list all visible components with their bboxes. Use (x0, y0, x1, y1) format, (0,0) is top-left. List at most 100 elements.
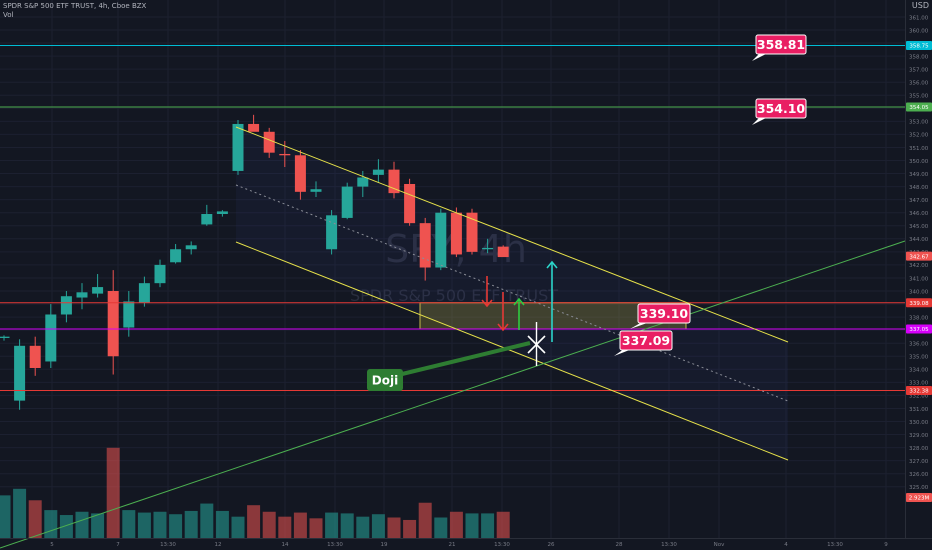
candle-body (92, 287, 104, 294)
candle-body (326, 215, 338, 250)
callout-box (619, 330, 673, 351)
y-tick-label: 333.00 (909, 381, 929, 387)
volume-bar (91, 513, 105, 538)
level-tag (906, 324, 932, 334)
candle-body (435, 212, 447, 268)
candle-body (0, 336, 10, 338)
volume-bar (13, 488, 27, 538)
volume-bar (59, 515, 73, 538)
x-tick-label: 13:30 (327, 542, 343, 548)
y-tick-label: 352.00 (909, 133, 929, 139)
candle-body (14, 345, 26, 401)
doji-label: Doji (372, 374, 398, 388)
volume-bar (184, 510, 198, 538)
price-axis[interactable]: 325.00 326.00 327.00 328.00 329.00 330.00 331.… (905, 0, 932, 550)
y-tick-label: 327.00 (909, 459, 929, 465)
y-tick-label: 345.00 (909, 224, 929, 230)
volume-bar (403, 519, 417, 538)
price-callout: 358.81 (752, 34, 807, 61)
callout-pointer (752, 53, 768, 61)
candle-body (310, 189, 322, 192)
current-price-text: 342.67 (909, 254, 929, 260)
x-tick-label: Nov (714, 542, 725, 548)
volume-bar (481, 513, 495, 538)
volume-bar (169, 514, 183, 538)
candle-body (76, 292, 88, 298)
volume-bar (309, 518, 323, 538)
y-tick-label: 357.00 (909, 67, 929, 73)
currency-label: USD (911, 1, 929, 10)
level-tag-text: 332.38 (909, 389, 929, 395)
volume-bar (293, 512, 307, 538)
down-arrow-2 (497, 292, 509, 332)
y-tick-label: 335.00 (909, 355, 929, 361)
y-tick-label: 336.00 (909, 342, 929, 348)
level-tag-text: 339.08 (909, 301, 929, 307)
y-tick-label: 353.00 (909, 120, 929, 126)
x-tick-label: 13:30 (494, 542, 510, 548)
candle-body (279, 153, 291, 156)
candle-body (341, 186, 353, 218)
volume-tag-text: 2.923M (909, 496, 930, 502)
callout-pointer (630, 322, 650, 329)
y-tick-label: 360.00 (909, 28, 929, 34)
volume-bar (137, 512, 151, 538)
y-tick-label: 355.00 (909, 94, 929, 100)
level-tag (906, 298, 932, 308)
callout-pointer (614, 349, 632, 356)
candle-body (154, 264, 166, 284)
x-tick-label: 9 (884, 542, 888, 548)
candles (0, 114, 509, 410)
y-tick-label: 348.00 (909, 185, 929, 191)
candle-body (45, 314, 57, 362)
candle-body (170, 249, 182, 263)
price-callout: 337.09 (614, 330, 673, 356)
candle-body (497, 246, 509, 258)
callout-box (637, 303, 691, 324)
callout-box (755, 98, 807, 119)
volume-bar (449, 511, 463, 538)
x-tick-label: 13:30 (160, 542, 176, 548)
candle-body (248, 123, 260, 132)
y-tick-label: 346.00 (909, 211, 929, 217)
volume-bar (262, 511, 276, 538)
y-tick-label: 351.00 (909, 146, 929, 152)
volume-bar (200, 503, 214, 538)
callout-text: 337.09 (622, 333, 670, 348)
channel-lower-line (235, 241, 789, 461)
y-tick-label: 361.00 (909, 15, 929, 21)
current-price-tag (906, 251, 932, 261)
candle-body (216, 211, 228, 215)
candle-body (263, 131, 275, 153)
symbol-title: SPDR S&P 500 ETF TRUST, 4h, Cboe BZX (3, 2, 147, 10)
volume-label: Vol (3, 11, 14, 19)
channel-midline (235, 184, 789, 402)
time-axis[interactable]: 5 7 13:30 12 14 13:30 19 21 13:30 26 28 13:30 Nov 4 13… (0, 538, 932, 549)
y-tick-label: 338.00 (909, 315, 929, 321)
y-tick-label: 331.00 (909, 407, 929, 413)
y-tick-label: 349.00 (909, 172, 929, 178)
x-tick-label: 13:30 (661, 542, 677, 548)
volume-bar (153, 511, 167, 538)
y-tick-label: 334.00 (909, 368, 929, 374)
candle-body (450, 212, 462, 255)
volume-bar (371, 514, 385, 538)
y-tick-label: 344.00 (909, 237, 929, 243)
price-callout: 339.10 (630, 303, 691, 329)
y-tick-label: 341.00 (909, 276, 929, 282)
arrow-head (513, 297, 525, 306)
callout-text: 358.81 (757, 37, 805, 52)
candle-body (388, 169, 400, 194)
volume-bar (278, 516, 292, 538)
volume-bar (356, 516, 370, 538)
grid: SPY, 4hSPDR S&P 500 ETF TRUST (0, 0, 905, 538)
candle-body (107, 291, 119, 357)
price-callout: 354.10 (752, 98, 807, 125)
candle-body (201, 214, 213, 225)
y-tick-label: 342.00 (909, 263, 929, 269)
doji-pointer (397, 341, 531, 377)
x-tick-label: 7 (116, 542, 120, 548)
volume-bar (434, 517, 448, 538)
level-tag-text: 358.75 (909, 44, 929, 50)
